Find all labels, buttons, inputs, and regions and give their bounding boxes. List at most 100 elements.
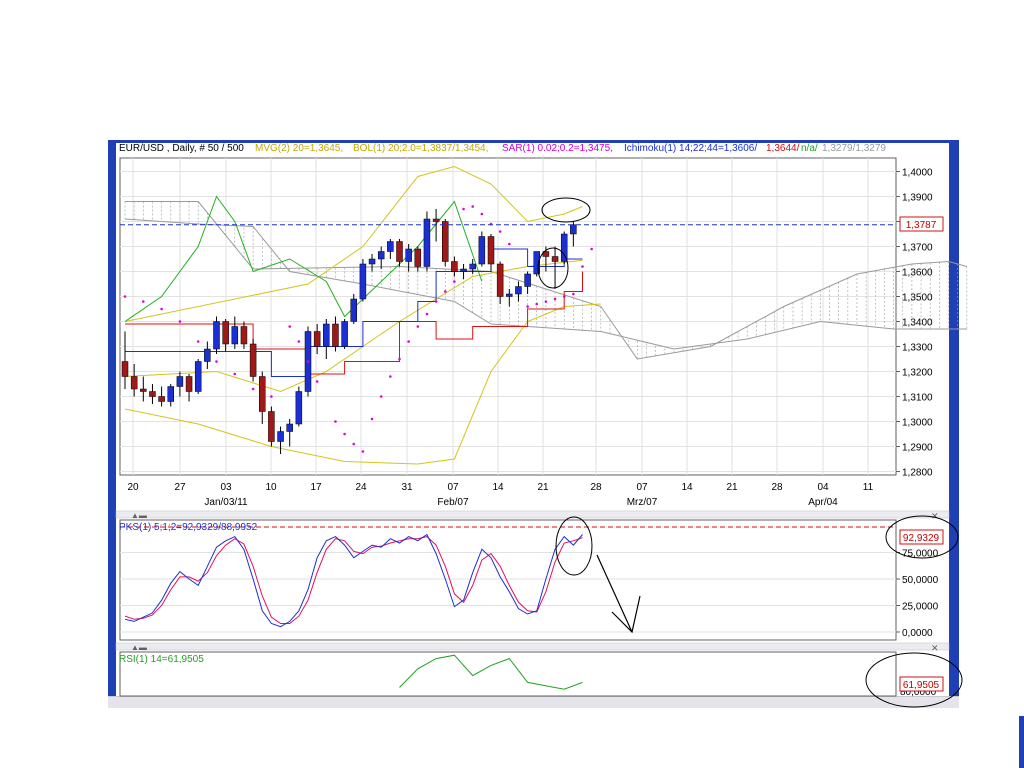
stoch-y-tick-label: 50,0000 (902, 575, 939, 586)
price-y-axis: 1,40001,39001,38001,37001,36001,35001,34… (896, 168, 933, 479)
sar-dot (306, 360, 310, 363)
sar-dot (498, 230, 502, 233)
x-tick-label: 11 (863, 482, 874, 493)
x-tick-label: 28 (771, 482, 783, 493)
sar-dot (196, 340, 200, 343)
sar-dot (160, 307, 163, 311)
candle-body (222, 321, 229, 345)
candle-body (405, 248, 412, 262)
y-tick-label: 1,3100 (902, 393, 933, 404)
y-tick-label: 1,3700 (902, 243, 933, 254)
sar-dot (434, 300, 438, 303)
sar-dot (178, 320, 182, 323)
price-plot-area[interactable] (119, 157, 897, 476)
sar-dot (334, 420, 337, 423)
candle-body (377, 251, 385, 260)
rsi-line (399, 654, 583, 690)
stochastic-value-box (899, 529, 944, 545)
stochastic-lines (124, 533, 583, 628)
candle-body (387, 241, 394, 252)
annotation-ellipse-stoch-value (885, 515, 959, 559)
window-frame-top (108, 140, 959, 143)
collapse-icon-2[interactable]: ▲▬ (131, 643, 147, 652)
candle-body (506, 293, 513, 297)
x-tick-label: 27 (174, 482, 186, 493)
x-tick-label: 28 (590, 482, 602, 493)
y-tick-label: 1,3600 (902, 268, 933, 279)
candle-body (478, 236, 486, 265)
candle-body (524, 273, 531, 287)
sar-dot (407, 340, 410, 343)
sar-dot (562, 295, 566, 298)
candle-body (496, 263, 504, 297)
sar-dot (508, 242, 511, 246)
sar-dot (535, 302, 539, 306)
sar-dot (361, 450, 365, 453)
mvg-label: MVG(2) 20=1,3645, (255, 143, 343, 154)
cloud-span-a (125, 201, 967, 360)
close-panel-icon-2[interactable]: ✕ (931, 643, 939, 653)
candle-body (313, 331, 321, 347)
sar-dot (270, 395, 273, 398)
x-month-label: Apr/04 (808, 497, 838, 508)
current-price-label: 1,3787 (906, 220, 937, 231)
stochastic-k-line (124, 533, 583, 628)
y-tick-label: 1,2800 (902, 468, 933, 479)
candle-body (286, 423, 293, 432)
sar-dot (425, 312, 429, 316)
x-tick-label: 20 (127, 482, 139, 493)
parabolic-sar-dots (123, 205, 593, 453)
window-frame-left (108, 140, 116, 696)
y-tick-label: 1,3200 (902, 368, 933, 379)
candle-body (368, 258, 376, 265)
sar-dot (526, 305, 529, 308)
annotation-ellipse-price-top (541, 197, 591, 223)
y-tick-label: 1,3400 (902, 318, 933, 329)
candle-body (295, 391, 303, 425)
x-tick-label: 31 (401, 482, 413, 493)
annotation-ellipse-candle (537, 247, 569, 289)
bollinger-upper-line (124, 165, 583, 322)
stoch-y-tick-label: 75,0000 (902, 549, 939, 560)
stochastic-grid (120, 552, 896, 633)
x-tick-label: 21 (726, 482, 738, 493)
close-panel-icon[interactable]: ✕ (931, 511, 939, 521)
x-tick-label: 07 (636, 482, 648, 493)
x-tick-label: 14 (492, 482, 504, 493)
candle-body (194, 361, 202, 392)
stochastic-plot-area[interactable] (119, 519, 897, 641)
symbol-label: EUR/USD , Daily, # 50 / 500 (119, 143, 244, 154)
ichimoku-label-b: 1,3644/ (766, 143, 800, 154)
annotation-arrow (596, 554, 641, 634)
sar-label: SAR(1) 0.02;0.2=1,3475, (502, 143, 613, 154)
sar-dot (370, 417, 374, 421)
x-tick-label: 24 (355, 482, 367, 493)
sar-dot (379, 395, 383, 398)
x-tick-label: 10 (265, 482, 277, 493)
taskbar-edge (1019, 716, 1024, 768)
sar-dot (288, 325, 292, 328)
candle-body (350, 298, 357, 322)
candle-body (240, 326, 248, 345)
candle-body (176, 376, 184, 387)
panel-separator-2[interactable] (115, 642, 950, 651)
y-tick-label: 1,3900 (902, 193, 933, 204)
x-tick-label: 17 (310, 482, 322, 493)
y-tick-label: 1,4000 (902, 168, 933, 179)
stochastic-value-label: 92,9329 (903, 533, 940, 544)
stoch-y-tick-label: 25,0000 (902, 602, 939, 613)
candle-body (140, 388, 147, 392)
stochastic-title: PKS(1) 5;1;2=92,9329/88,9952 (119, 522, 258, 533)
candle-body (323, 323, 330, 347)
sar-dot (389, 375, 392, 378)
x-tick-label: 04 (817, 482, 829, 493)
candle-body (158, 396, 165, 402)
panel-separator[interactable] (115, 510, 950, 519)
candle-body (167, 386, 174, 402)
sar-dot (443, 290, 447, 293)
candle-body (121, 361, 129, 377)
collapse-icon[interactable]: ▲▬ (131, 511, 147, 520)
candle-body (414, 248, 422, 267)
candle-body (213, 321, 220, 350)
